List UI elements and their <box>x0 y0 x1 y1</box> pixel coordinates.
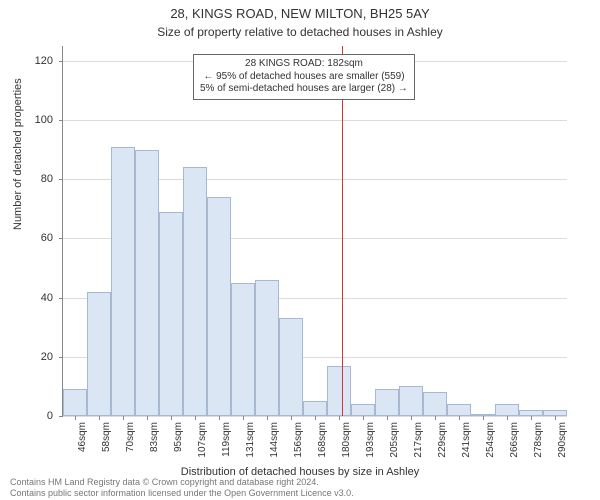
histogram-bar <box>351 404 375 416</box>
histogram-bar <box>447 404 471 416</box>
x-tick-mark <box>291 416 292 420</box>
chart-plot-area: 02040608010012046sqm58sqm70sqm83sqm95sqm… <box>62 46 566 416</box>
histogram-bar <box>159 212 183 416</box>
x-tick-label: 278sqm <box>533 422 544 472</box>
histogram-bar <box>111 147 135 416</box>
x-tick-mark <box>171 416 172 420</box>
y-tick-label: 120 <box>13 55 53 67</box>
histogram-bar <box>279 318 303 416</box>
x-tick-label: 205sqm <box>389 422 400 472</box>
y-tick-label: 0 <box>13 410 53 422</box>
histogram-bar <box>207 197 231 416</box>
x-tick-label: 168sqm <box>317 422 328 472</box>
x-tick-label: 58sqm <box>101 422 112 472</box>
annotation-box: 28 KINGS ROAD: 182sqm← 95% of detached h… <box>193 54 415 100</box>
y-tick-label: 80 <box>13 173 53 185</box>
x-tick-label: 156sqm <box>293 422 304 472</box>
y-tick-mark <box>59 179 63 180</box>
x-tick-mark <box>483 416 484 420</box>
x-tick-label: 254sqm <box>485 422 496 472</box>
x-tick-label: 107sqm <box>197 422 208 472</box>
histogram-bar <box>63 389 87 416</box>
x-tick-label: 119sqm <box>221 422 232 472</box>
histogram-bar <box>423 392 447 416</box>
x-tick-mark <box>459 416 460 420</box>
x-tick-label: 241sqm <box>461 422 472 472</box>
x-tick-label: 193sqm <box>365 422 376 472</box>
x-tick-mark <box>75 416 76 420</box>
y-tick-mark <box>59 120 63 121</box>
x-tick-mark <box>339 416 340 420</box>
x-tick-label: 83sqm <box>149 422 160 472</box>
chart-subtitle: Size of property relative to detached ho… <box>0 25 600 39</box>
x-tick-label: 290sqm <box>557 422 568 472</box>
x-tick-label: 95sqm <box>173 422 184 472</box>
footer-line1: Contains HM Land Registry data © Crown c… <box>10 477 354 487</box>
x-tick-label: 180sqm <box>341 422 352 472</box>
x-tick-mark <box>507 416 508 420</box>
x-tick-mark <box>123 416 124 420</box>
y-tick-label: 60 <box>13 232 53 244</box>
x-tick-mark <box>363 416 364 420</box>
histogram-bar <box>303 401 327 416</box>
x-tick-mark <box>531 416 532 420</box>
x-tick-mark <box>147 416 148 420</box>
histogram-bar <box>495 404 519 416</box>
y-tick-mark <box>59 61 63 62</box>
reference-line <box>342 46 344 416</box>
annotation-line: 28 KINGS ROAD: 182sqm <box>200 58 408 71</box>
y-tick-label: 40 <box>13 292 53 304</box>
x-tick-mark <box>411 416 412 420</box>
x-tick-mark <box>315 416 316 420</box>
x-tick-mark <box>243 416 244 420</box>
chart-title: 28, KINGS ROAD, NEW MILTON, BH25 5AY <box>0 0 600 23</box>
x-tick-label: 217sqm <box>413 422 424 472</box>
x-tick-label: 229sqm <box>437 422 448 472</box>
y-axis-title: Number of detached properties <box>12 78 24 230</box>
gridline <box>63 120 567 121</box>
x-tick-mark <box>219 416 220 420</box>
x-tick-label: 46sqm <box>77 422 88 472</box>
footer-attribution: Contains HM Land Registry data © Crown c… <box>10 477 354 498</box>
x-tick-mark <box>267 416 268 420</box>
histogram-bar <box>255 280 279 416</box>
y-tick-mark <box>59 298 63 299</box>
histogram-bar <box>375 389 399 416</box>
histogram-bar <box>183 167 207 416</box>
histogram-bar <box>87 292 111 416</box>
histogram-bar <box>231 283 255 416</box>
annotation-line: ← 95% of detached houses are smaller (55… <box>200 71 408 84</box>
footer-line2: Contains public sector information licen… <box>10 488 354 498</box>
x-tick-mark <box>195 416 196 420</box>
x-tick-mark <box>555 416 556 420</box>
y-tick-mark <box>59 238 63 239</box>
y-tick-label: 20 <box>13 351 53 363</box>
y-tick-label: 100 <box>13 114 53 126</box>
x-tick-mark <box>435 416 436 420</box>
x-tick-label: 70sqm <box>125 422 136 472</box>
x-axis-title: Distribution of detached houses by size … <box>0 466 600 478</box>
x-tick-mark <box>387 416 388 420</box>
y-tick-mark <box>59 416 63 417</box>
y-tick-mark <box>59 357 63 358</box>
histogram-bar <box>399 386 423 416</box>
x-tick-label: 144sqm <box>269 422 280 472</box>
x-tick-label: 131sqm <box>245 422 256 472</box>
annotation-line: 5% of semi-detached houses are larger (2… <box>200 83 408 96</box>
x-tick-label: 266sqm <box>509 422 520 472</box>
histogram-bar <box>327 366 351 416</box>
histogram-bar <box>135 150 159 416</box>
x-tick-mark <box>99 416 100 420</box>
